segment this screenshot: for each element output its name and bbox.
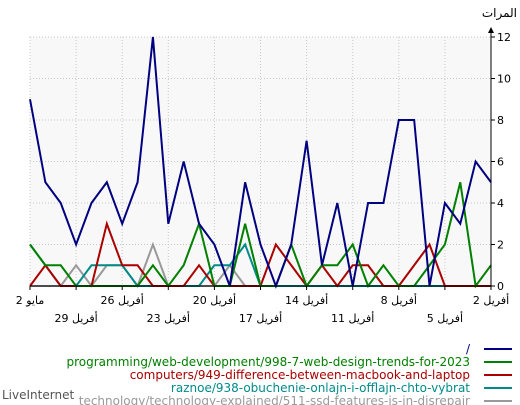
footer-text: LiveInternet: [2, 388, 74, 402]
y-axis-arrow: [488, 27, 494, 33]
y-tick-label: 8: [497, 114, 504, 127]
y-tick-label: 10: [497, 73, 511, 86]
x-tick-label: 17 أفريل: [239, 311, 282, 325]
legend-label: technology/technology-explained/511-ssd-…: [79, 394, 470, 405]
x-tick-label: 20 أفريل: [193, 293, 236, 307]
x-tick-label: 26 أفريل: [101, 293, 144, 307]
y-tick-label: 2: [497, 239, 504, 252]
axes: 0 2 4 6 8 10 12 2 مايو 26 أفريل 20 أفريل 14 أفريل 8…: [16, 27, 511, 325]
x-tick-label: 5 أفريل: [427, 311, 463, 325]
y-tick-label: 12: [497, 31, 511, 44]
y-tick-label: 6: [497, 156, 504, 169]
y-tick-label: 0: [497, 280, 504, 293]
legend-label: programming/web-development/998-7-web-de…: [66, 355, 470, 369]
x-tick-label: 29 أفريل: [54, 311, 97, 325]
y-axis-label: المرات: [482, 6, 517, 21]
x-tick-label: 2 أفريل: [473, 293, 509, 307]
legend-label: computers/949-difference-between-macbook…: [130, 368, 470, 382]
x-tick-label: 23 أفريل: [147, 311, 190, 325]
legend-label: raznoe/938-obuchenie-onlajn-i-offlajn-ch…: [171, 381, 470, 395]
x-tick-label: 2 مايو: [16, 294, 45, 307]
x-tick-label: 14 أفريل: [285, 293, 328, 307]
legend-label: /: [466, 342, 471, 356]
x-tick-label: 8 أفريل: [381, 293, 417, 307]
series-line: [29, 36, 492, 289]
y-tick-label: 4: [497, 197, 504, 210]
x-tick-label: 11 أفريل: [331, 311, 374, 325]
legend: /programming/web-development/998-7-web-d…: [66, 342, 512, 405]
